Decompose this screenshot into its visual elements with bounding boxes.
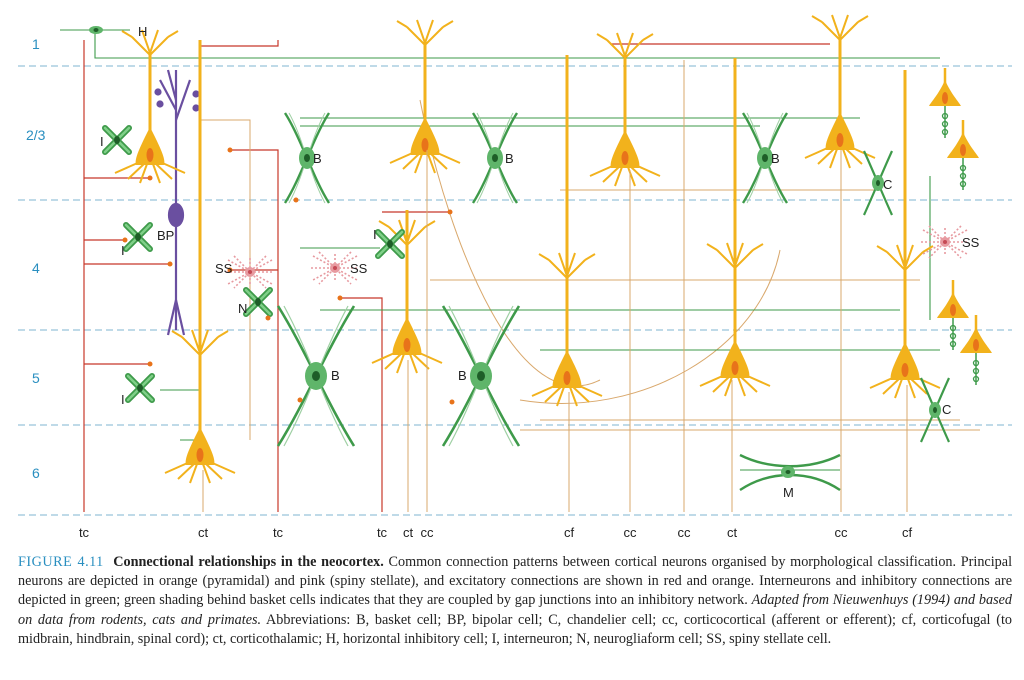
- cell-label: SS: [350, 261, 368, 276]
- cell-label: I: [373, 227, 377, 242]
- cell-label: B: [331, 368, 340, 383]
- cell-label: B: [458, 368, 467, 383]
- caption-body: Common connection patterns between corti…: [18, 554, 1013, 609]
- cell-label: SS: [962, 235, 980, 250]
- pyramidal-neurons: [113, 13, 942, 485]
- cell-label: M: [783, 485, 794, 500]
- apical-dendrites: [198, 40, 907, 445]
- layer-label: 5: [32, 370, 40, 386]
- layer-label: 2/3: [26, 127, 46, 143]
- cell-label: C: [883, 177, 892, 192]
- figure-title: Connectional relationships in the neocor…: [113, 554, 384, 570]
- cell-label: I: [121, 243, 125, 258]
- layer-label: 1: [32, 36, 40, 52]
- horizontal-cell: [89, 26, 103, 34]
- cell-label: N: [238, 301, 247, 316]
- axon-label: tc: [273, 525, 284, 540]
- axon-label: ct: [403, 525, 414, 540]
- cell-label: B: [505, 151, 514, 166]
- cell-label: I: [100, 134, 104, 149]
- synaptic-boutons: [122, 147, 455, 405]
- axon-label: cc: [678, 525, 692, 540]
- pyramidal-neuron: [588, 31, 662, 188]
- cell-label: B: [771, 151, 780, 166]
- neocortex-diagram: 1 2/3 4 5 6: [18, 13, 1012, 540]
- axon-label: tc: [79, 525, 90, 540]
- axon-label: tc: [377, 525, 388, 540]
- figure-caption: FIGURE 4.11 Connectional relationships i…: [18, 553, 1012, 649]
- cell-label: SS: [215, 261, 233, 276]
- cell-label: BP: [157, 228, 174, 243]
- layer-label: 6: [32, 465, 40, 481]
- caption-credit: Adapted from Nieuwenhuys (1994) and base…: [18, 592, 1013, 628]
- layer-labels: 1 2/3 4 5 6: [26, 36, 46, 481]
- martinotti-cell: [739, 453, 841, 491]
- recurrent-axons: [200, 99, 980, 440]
- layer-label: 4: [32, 260, 40, 276]
- axon-label: cc: [835, 525, 849, 540]
- cell-label: H: [138, 24, 147, 39]
- axon-label: cc: [624, 525, 638, 540]
- thalamocortical-afferents: [83, 40, 830, 512]
- spiny-stellate-cells: [225, 225, 970, 289]
- layer-boundaries: [18, 65, 1012, 516]
- bipolar-cell: [154, 69, 200, 336]
- axon-label: ct: [727, 525, 738, 540]
- axon-label: cf: [564, 525, 575, 540]
- cell-label: B: [313, 151, 322, 166]
- pyramidal-neuron: [388, 18, 462, 175]
- axon-label: cc: [421, 525, 435, 540]
- caption-abbreviations: Abbreviations: B, basket cell; BP, bipol…: [18, 611, 1013, 647]
- cell-label: I: [121, 392, 125, 407]
- axon-label: cf: [902, 525, 913, 540]
- pyramidal-neuron: [803, 13, 877, 170]
- axon-label: ct: [198, 525, 209, 540]
- cell-label: C: [942, 402, 951, 417]
- figure-number: FIGURE 4.11: [18, 554, 104, 570]
- axon-labels: tc ct tc tc ct cc cf cc cc ct cc cf: [79, 525, 913, 540]
- inhibitory-connections: [60, 29, 940, 471]
- efferent-axons: [202, 60, 908, 512]
- cell-labels: H I B B B C BP I I SS SS SS N B B I C M: [100, 24, 980, 500]
